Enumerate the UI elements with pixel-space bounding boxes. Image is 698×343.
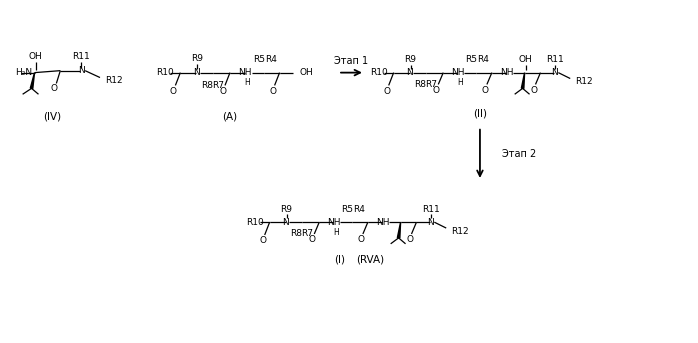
Text: H₂N: H₂N <box>15 68 32 77</box>
Text: R9: R9 <box>281 205 292 214</box>
Text: OH: OH <box>29 52 43 61</box>
Text: R5: R5 <box>253 55 265 64</box>
Text: O: O <box>406 235 413 244</box>
Text: R4: R4 <box>353 205 365 214</box>
Text: R7: R7 <box>212 81 224 90</box>
Text: O: O <box>357 235 364 244</box>
Text: NH: NH <box>452 68 465 77</box>
Text: (II): (II) <box>473 109 487 119</box>
Text: NH: NH <box>376 218 389 227</box>
Text: NH: NH <box>238 68 251 77</box>
Text: O: O <box>259 236 266 245</box>
Text: R8: R8 <box>290 229 302 238</box>
Text: O: O <box>482 86 489 95</box>
Polygon shape <box>521 73 525 88</box>
Text: R12: R12 <box>451 226 469 236</box>
Polygon shape <box>30 73 34 88</box>
Text: R11: R11 <box>73 52 90 61</box>
Text: R7: R7 <box>425 80 438 89</box>
Text: N: N <box>406 68 413 77</box>
Text: N: N <box>282 218 289 227</box>
Text: R9: R9 <box>405 55 417 64</box>
Text: O: O <box>269 87 276 96</box>
Text: NH: NH <box>327 218 341 227</box>
Text: O: O <box>51 84 58 93</box>
Text: R4: R4 <box>477 55 489 64</box>
Text: O: O <box>309 235 315 244</box>
Text: O: O <box>383 87 390 96</box>
Text: R12: R12 <box>105 76 123 85</box>
Text: R8: R8 <box>415 80 426 89</box>
Text: R10: R10 <box>370 68 387 77</box>
Text: N: N <box>193 68 200 77</box>
Text: N: N <box>551 68 558 77</box>
Text: R7: R7 <box>302 229 313 238</box>
Text: R8: R8 <box>201 81 213 90</box>
Text: H: H <box>457 78 463 87</box>
Text: (A): (A) <box>223 112 237 122</box>
Text: OH: OH <box>519 55 533 64</box>
Text: NH: NH <box>500 68 514 77</box>
Text: R11: R11 <box>547 55 564 64</box>
Text: R9: R9 <box>191 54 203 63</box>
Text: R10: R10 <box>246 218 264 227</box>
Text: R10: R10 <box>156 68 174 77</box>
Text: N: N <box>77 66 84 75</box>
Text: R4: R4 <box>265 55 276 64</box>
Text: O: O <box>530 86 537 95</box>
Text: R5: R5 <box>341 205 353 214</box>
Polygon shape <box>397 222 401 238</box>
Text: (IV): (IV) <box>43 112 61 122</box>
Text: R5: R5 <box>465 55 477 64</box>
Text: N: N <box>427 218 433 227</box>
Text: O: O <box>170 87 177 96</box>
Text: OH: OH <box>299 68 313 77</box>
Text: O: O <box>219 87 227 96</box>
Text: R12: R12 <box>575 77 593 86</box>
Text: (I): (I) <box>334 255 346 264</box>
Text: O: O <box>433 86 440 95</box>
Text: (RVA): (RVA) <box>356 255 384 264</box>
Text: R11: R11 <box>422 205 440 214</box>
Text: H: H <box>333 227 339 237</box>
Text: Этап 2: Этап 2 <box>502 149 536 159</box>
Text: Этап 1: Этап 1 <box>334 56 369 66</box>
Text: H: H <box>244 78 250 87</box>
